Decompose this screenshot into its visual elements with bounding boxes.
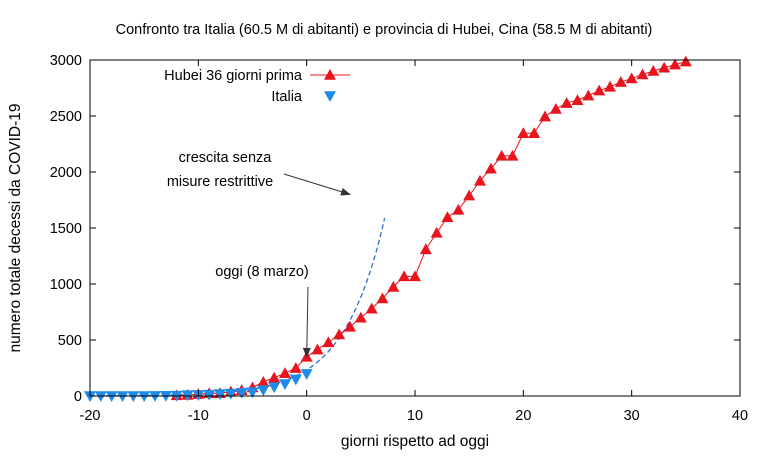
italia-point: [279, 379, 291, 391]
hubei-point: [409, 270, 421, 282]
italia-point: [203, 389, 216, 401]
hubei-point: [614, 76, 627, 87]
annotations-layer: crescita senza misure restrittive oggi (8 …: [167, 150, 351, 358]
y-tick-label: 1500: [50, 221, 82, 237]
hubei-point: [571, 94, 584, 106]
legend-label-hubei: Hubei 36 giorni prima: [164, 68, 303, 84]
y-tick-label: 3000: [50, 53, 82, 69]
italia-point: [94, 391, 107, 402]
hubei-point: [506, 149, 519, 161]
italia-point: [300, 369, 313, 380]
italia-point: [127, 391, 140, 402]
hubei-point: [593, 84, 606, 96]
hubei-point: [604, 80, 616, 92]
hubei-point: [549, 102, 562, 114]
hubei-point: [333, 328, 346, 340]
ticks-layer: -20 -10 0 10 20 30 40 0 500 1000 1500 2000 2500 3000: [50, 53, 748, 424]
hubei-point: [658, 61, 671, 73]
annotation-oggi: oggi (8 marzo): [215, 264, 308, 280]
series-layer: [84, 55, 692, 402]
hubei-point: [625, 72, 638, 84]
hubei-point: [365, 302, 378, 314]
hubei-line: [176, 61, 686, 396]
hubei-point: [419, 243, 432, 255]
x-tick-label: -10: [188, 408, 209, 424]
annotation-arrow-oggi: [302, 286, 311, 358]
hubei-point: [452, 203, 465, 215]
italia-point: [214, 389, 226, 401]
annotation-misure: misure restrittive: [167, 174, 273, 190]
annotation-arrow-crescita: [283, 173, 351, 196]
hubei-point: [539, 110, 551, 122]
hubei-point: [257, 376, 270, 387]
hubei-point: [441, 211, 454, 223]
italia-point: [138, 391, 151, 402]
legend-marker-hubei: [324, 69, 336, 80]
legend-label-italia: Italia: [271, 89, 303, 105]
italia-point: [257, 385, 270, 397]
y-tick-label: 2000: [50, 165, 82, 181]
x-tick-label: 10: [407, 408, 423, 424]
hubei-point: [679, 55, 692, 67]
y-tick-label: 500: [58, 333, 82, 349]
x-tick-label: -20: [80, 408, 101, 424]
legend: Hubei 36 giorni prima Italia: [164, 68, 350, 105]
x-tick-label: 0: [303, 408, 311, 424]
x-tick-label: 40: [732, 408, 748, 424]
italia-point: [224, 388, 237, 400]
hubei-point: [517, 127, 530, 139]
x-tick-label: 20: [515, 408, 531, 424]
hubei-point: [463, 189, 476, 201]
italia-point: [246, 387, 259, 399]
italia-point: [289, 374, 302, 386]
hubei-point: [387, 280, 400, 292]
hubei-point: [636, 68, 649, 80]
hubei-point: [354, 311, 367, 323]
hubei-point: [484, 162, 497, 174]
hubei-point: [279, 367, 291, 378]
hubei-point: [647, 64, 660, 76]
hubei-point: [398, 270, 411, 282]
italia-point: [235, 387, 248, 399]
hubei-point: [582, 89, 595, 101]
hubei-point: [495, 149, 508, 161]
hubei-point: [474, 174, 486, 186]
annotation-crescita: crescita senza: [179, 150, 273, 166]
hubei-point: [322, 336, 335, 348]
x-tick-label: 30: [624, 408, 640, 424]
italia-point: [268, 382, 281, 394]
hubei-point: [289, 362, 302, 373]
hubei-point: [528, 127, 541, 139]
italia-point: [84, 391, 96, 402]
hubei-point: [669, 58, 681, 70]
hubei-point: [311, 343, 324, 355]
chart-title: Confronto tra Italia (60.5 M di abitanti…: [115, 22, 653, 38]
projection-curve: [90, 217, 386, 397]
italia-point: [116, 391, 129, 402]
italia-point: [105, 391, 118, 402]
x-axis-label: giorni rispetto ad oggi: [341, 433, 489, 450]
hubei-point: [430, 226, 443, 238]
y-tick-label: 1000: [50, 277, 82, 293]
hubei-point: [344, 320, 356, 332]
y-tick-label: 2500: [50, 109, 82, 125]
hubei-point: [268, 371, 281, 383]
y-axis-label: numero totale decessi da COVID-19: [7, 104, 24, 353]
legend-marker-italia: [324, 91, 336, 102]
hubei-point: [376, 292, 389, 304]
plot-frame: [89, 59, 741, 397]
hubei-point: [560, 97, 573, 108]
y-tick-label: 0: [74, 389, 82, 405]
